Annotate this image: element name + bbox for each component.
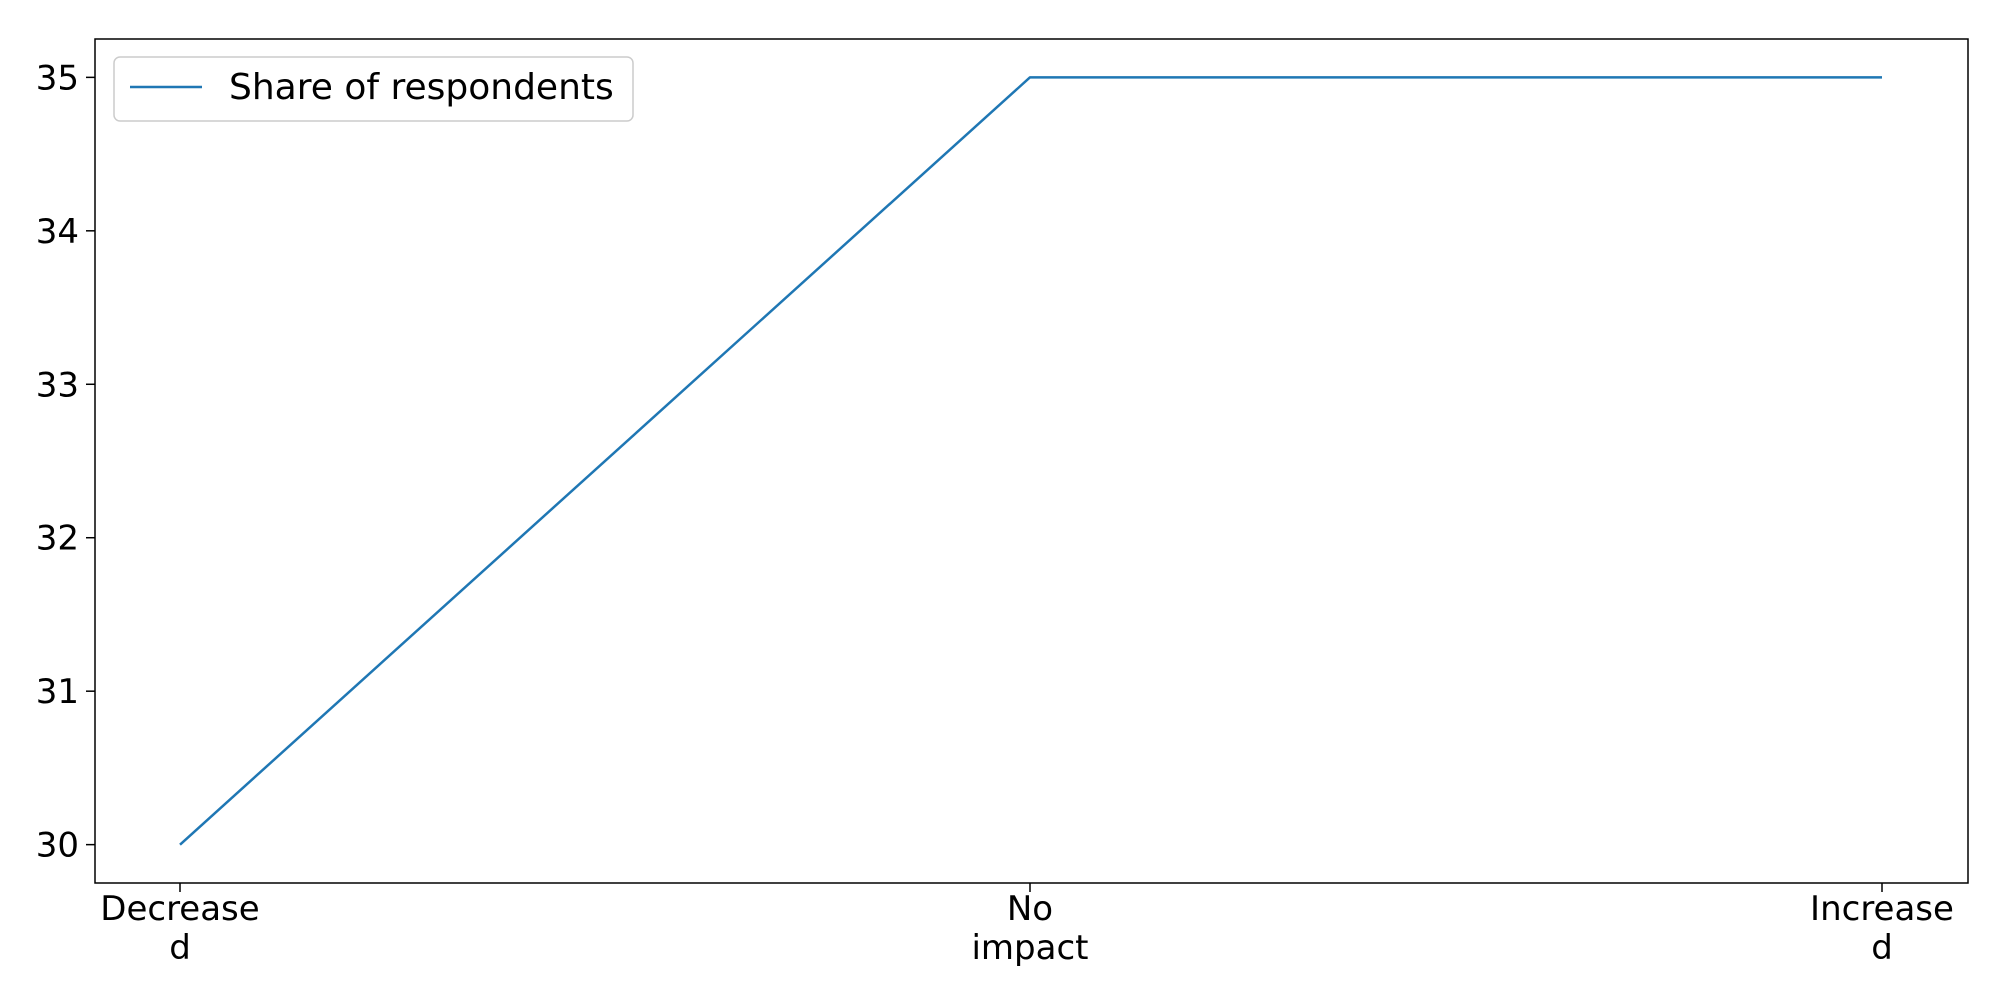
y-tick-label: 35 [36,58,79,98]
x-tick-label-line: impact [971,928,1088,968]
legend-box [113,56,634,122]
y-axis: 30 31 32 33 34 35 [36,58,95,866]
x-tick-label-line: No [1007,889,1053,929]
x-tick-label-line: d [169,928,191,968]
x-tick-label: Decrease d [100,889,259,968]
x-tick-label-line: Increase [1810,889,1954,929]
plot-area [94,38,1969,884]
x-tick-label-line: d [1871,928,1893,968]
y-tick-label: 32 [36,519,79,559]
y-tick-label: 30 [36,826,79,866]
x-tick-label: No impact [971,889,1088,968]
x-tick-label: Increase d [1810,889,1954,968]
series-line-0 [179,76,1882,846]
y-tick-label: 31 [36,672,79,712]
y-tick-label: 34 [36,212,79,252]
series-layer [179,76,1882,846]
y-tick-label: 33 [36,365,79,405]
legend-label: Share of respondents [229,67,614,108]
x-tick-label-line: Decrease [100,889,259,929]
legend: Share of respondents [113,56,634,122]
